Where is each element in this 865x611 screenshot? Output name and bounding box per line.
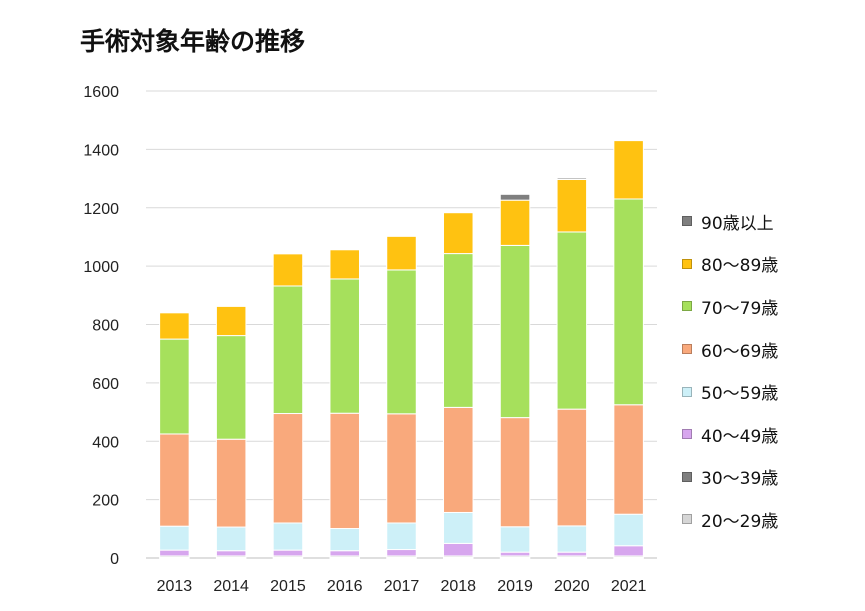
bar-segment [386,269,417,415]
y-tick-label: 200 [92,493,119,510]
bar-segment [499,244,531,419]
bar-segment [613,198,644,406]
legend-swatch [682,258,692,269]
bar-segment [386,413,417,524]
bar-segment [215,438,247,528]
bar-segment [329,528,360,552]
bar-segment [159,312,190,340]
bar-segment [329,412,360,530]
y-tick-label: 1000 [83,259,119,276]
legend-swatch [682,471,692,482]
bar-segment [556,231,588,410]
y-tick-label: 600 [92,376,119,393]
legend-label: 80〜89歳 [701,256,779,277]
legend-swatch [682,429,692,440]
y-tick-label: 1600 [83,84,119,101]
bar-segment [386,522,417,551]
bar-segment [215,550,247,557]
legend-item: 90歳以上 [682,200,857,243]
bar-segment [443,212,474,255]
x-tick-label: 2013 [157,578,193,595]
x-tick-label: 2021 [611,578,647,595]
legend-label: 90歳以上 [701,213,774,234]
bar-segment [329,550,360,557]
bar-segment [499,526,531,553]
legend-item: 20〜29歳 [682,498,857,541]
bar-segment [613,545,644,557]
bar-segment [272,253,304,287]
legend-swatch [682,301,692,312]
legend-swatch [682,514,692,525]
bar-segment [272,413,304,524]
x-axis-tick-labels: 2013 2014 2015 2016 2017 2018 2019 2020 2021 [157,578,647,595]
bar-segment [556,408,588,527]
legend-item: 30〜39歳 [682,456,857,499]
x-tick-label: 2019 [497,578,533,595]
x-tick-label: 2020 [554,578,590,595]
bar-segment [159,338,190,435]
bar-segment [159,433,190,527]
legend-label: 70〜79歳 [701,298,779,319]
bar-segment [272,522,304,551]
x-tick-label: 2017 [384,578,420,595]
bar-segment [215,305,247,337]
y-tick-label: 800 [92,318,119,335]
bar-segment [613,404,644,515]
y-tick-label: 400 [92,434,119,451]
legend-item: 70〜79歳 [682,285,857,328]
legend: 90歳以上 80〜89歳 70〜79歳 60〜69歳 50〜59歳 40〜49歳… [682,200,857,541]
x-tick-label: 2018 [440,578,476,595]
bar-segment [386,235,417,271]
bars [159,140,644,559]
bar-segment [556,178,588,233]
bar-segment [556,525,588,553]
legend-item: 60〜69歳 [682,328,857,371]
bar-segment [272,549,304,557]
bar-segment [613,140,644,200]
x-tick-label: 2016 [327,578,363,595]
bar-segment [443,542,474,557]
y-axis-tick-labels: 0 200 400 600 800 1000 1200 1400 1600 [83,84,119,568]
legend-label: 20〜29歳 [701,511,779,532]
bar-segment [556,177,588,180]
y-tick-label: 0 [110,551,119,568]
bar-segment [443,406,474,513]
bar-segment [386,549,417,557]
y-tick-label: 1400 [83,142,119,159]
legend-label: 40〜49歳 [701,426,779,447]
bar-segment [613,513,644,547]
bar-segment [215,335,247,440]
x-tick-label: 2015 [270,578,306,595]
bar-segment [499,417,531,528]
y-tick-label: 1200 [83,201,119,218]
bar-segment [499,551,531,557]
bar-segment [272,285,304,415]
legend-label: 60〜69歳 [701,341,779,362]
legend-item: 50〜59歳 [682,370,857,413]
legend-swatch [682,216,692,227]
bar-segment [499,199,531,246]
legend-item: 80〜89歳 [682,243,857,286]
bar-segment [556,551,588,557]
bar-segment [329,278,360,414]
legend-item: 40〜49歳 [682,413,857,456]
bar-segment [443,253,474,408]
bar-segment [215,526,247,552]
bar-segment [329,249,360,280]
bar-segment [159,525,190,551]
chart-title: 手術対象年齢の推移 [80,27,306,56]
legend-swatch [682,344,692,355]
bar-segment [443,511,474,544]
legend-swatch [682,386,692,397]
bar-segment [159,549,190,557]
legend-label: 50〜59歳 [701,384,779,405]
x-tick-label: 2014 [213,578,249,595]
legend-label: 30〜39歳 [701,469,779,490]
bar-segment [499,193,531,201]
